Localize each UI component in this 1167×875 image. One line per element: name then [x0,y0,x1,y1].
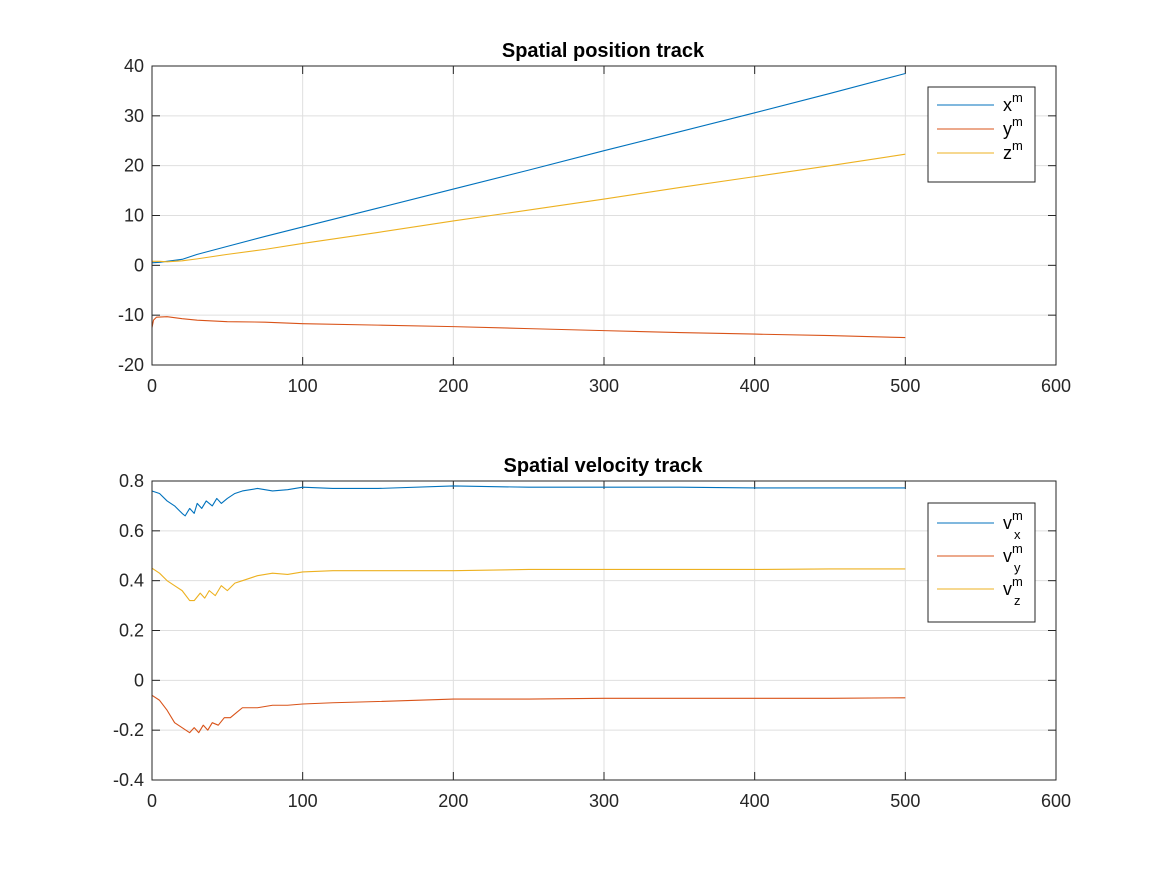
x-tick-label: 600 [1041,376,1071,396]
x-tick-label: 300 [589,791,619,811]
y-tick-label: 0.4 [119,571,144,591]
y-tick-label: 30 [124,106,144,126]
chart-title: Spatial position track [502,40,705,62]
x-tick-label: 400 [740,376,770,396]
x-tick-label: 600 [1041,791,1071,811]
y-tick-label: 0.2 [119,621,144,641]
y-tick-label: 0 [134,255,144,275]
y-tick-label: -0.2 [113,720,144,740]
y-tick-label: 40 [124,56,144,76]
velocity-chart: 0 100 200 300 400 500 600 -0.4 -0.2 0 0.2 0.4 0.6 0.8… [113,455,1071,811]
x-tick-label: 0 [147,791,157,811]
x-tick-label: 400 [740,791,770,811]
x-tick-label: 200 [438,791,468,811]
x-tick-label: 300 [589,376,619,396]
y-tick-label: 20 [124,156,144,176]
y-tick-label: 0.6 [119,521,144,541]
x-tick-label: 500 [890,376,920,396]
y-tick-label: 0 [134,670,144,690]
legend: vm xvm yvm z [928,503,1035,622]
position-chart: 0 100 200 300 400 500 600 -20 -10 0 10 20 30 40 Spatia… [118,40,1071,396]
y-tick-label: -20 [118,355,144,375]
x-tick-label: 100 [288,791,318,811]
y-tick-label: 0.8 [119,471,144,491]
x-tick-label: 200 [438,376,468,396]
y-tick-label: -10 [118,305,144,325]
y-tick-label: 10 [124,206,144,226]
x-tick-label: 500 [890,791,920,811]
y-tick-label: -0.4 [113,770,144,790]
x-tick-label: 100 [288,376,318,396]
chart-title: Spatial velocity track [504,455,704,477]
x-tick-label: 0 [147,376,157,396]
